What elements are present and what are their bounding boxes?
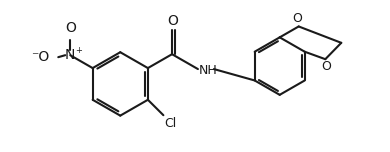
Text: O: O xyxy=(65,21,76,35)
Text: O: O xyxy=(321,60,331,73)
Text: O: O xyxy=(168,14,179,28)
Text: Cl: Cl xyxy=(164,117,177,130)
Text: NH: NH xyxy=(199,64,218,77)
Text: N: N xyxy=(65,48,75,62)
Text: ⁻O: ⁻O xyxy=(31,50,49,64)
Text: O: O xyxy=(293,12,303,26)
Text: +: + xyxy=(75,46,82,55)
